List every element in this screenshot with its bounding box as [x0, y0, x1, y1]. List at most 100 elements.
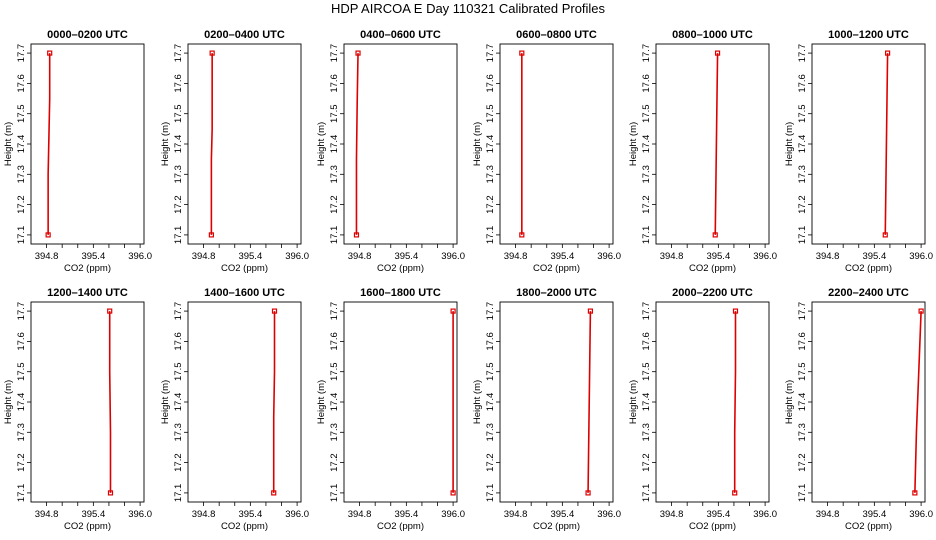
y-tick-label: 17.2: [173, 195, 184, 214]
profile-marker: [355, 50, 361, 56]
panel-title: 0600–0800 UTC: [516, 29, 597, 41]
profile-marker: [45, 232, 51, 238]
y-axis-label: Height (m): [784, 380, 795, 424]
x-axis-label: CO2 (ppm): [533, 521, 580, 532]
profile-line: [108, 311, 112, 493]
y-tick-label: 17.3: [329, 165, 340, 184]
x-tick-label: 394.8: [660, 509, 684, 520]
x-tick-label: 394.8: [816, 509, 840, 520]
y-tick-label: 17.6: [16, 74, 27, 93]
x-axis-label: CO2 (ppm): [845, 521, 892, 532]
y-tick-label: 17.5: [16, 104, 27, 123]
y-tick-label: 17.4: [329, 135, 340, 154]
profile-marker: [587, 308, 594, 314]
x-tick-label: 395.4: [862, 251, 886, 262]
panel-8: 1400–1600 UTC 394.8 395.4 396.0 17.1 17.2 17.3…: [160, 287, 309, 532]
x-tick-label: 394.8: [35, 509, 59, 520]
y-tick-label: 17.6: [16, 332, 27, 351]
x-axis-label: CO2 (ppm): [64, 521, 111, 532]
y-tick-label: 17.5: [641, 362, 652, 381]
y-tick-label: 17.5: [16, 362, 27, 381]
panel-title: 1400–1600 UTC: [204, 287, 285, 299]
profile-marker: [882, 232, 888, 238]
profile-marker: [585, 490, 591, 496]
profile-line: [714, 53, 719, 235]
x-tick-label: 394.8: [504, 509, 528, 520]
y-tick-label: 17.6: [485, 74, 496, 93]
y-tick-label: 17.3: [329, 423, 340, 442]
x-axis-label: CO2 (ppm): [689, 521, 736, 532]
y-tick-label: 17.3: [641, 423, 652, 442]
panel-1: 0000–0200 UTC 394.8 395.4 396.0 17.1 17.2 17.3…: [3, 29, 152, 274]
y-tick-label: 17.7: [797, 302, 808, 321]
x-tick-label: 396.0: [128, 251, 152, 262]
y-tick-label: 17.2: [797, 195, 808, 214]
profile-line: [272, 311, 276, 493]
y-tick-label: 17.6: [641, 74, 652, 93]
y-tick-label: 17.4: [329, 393, 340, 412]
panel-title: 1800–2000 UTC: [516, 287, 597, 299]
y-tick-label: 17.7: [641, 44, 652, 63]
y-tick-label: 17.4: [173, 135, 184, 154]
x-tick-label: 396.0: [441, 509, 465, 520]
profile-marker: [271, 308, 278, 314]
x-tick-label: 394.8: [816, 251, 840, 262]
y-tick-label: 17.6: [329, 74, 340, 93]
x-tick-label: 394.8: [348, 509, 372, 520]
x-tick-label: 396.0: [285, 251, 309, 262]
y-axis-label: Height (m): [472, 122, 483, 166]
profile-line: [914, 311, 922, 493]
plot-frame: [187, 43, 302, 245]
y-tick-label: 17.4: [797, 393, 808, 412]
profile-marker: [353, 232, 360, 238]
panel-12: 2200–2400 UTC 394.8 395.4 396.0 17.1 17.2 17.3…: [784, 287, 933, 532]
y-tick-label: 17.1: [485, 484, 496, 503]
profile-marker: [732, 490, 738, 496]
panel-title: 0400–0600 UTC: [360, 29, 441, 41]
x-tick-label: 395.4: [81, 251, 105, 262]
y-tick-label: 17.4: [173, 393, 184, 412]
y-tick-label: 17.6: [797, 74, 808, 93]
x-axis-label: CO2 (ppm): [377, 521, 424, 532]
plot-frame: [811, 301, 926, 503]
y-tick-label: 17.5: [173, 362, 184, 381]
y-tick-label: 17.3: [797, 165, 808, 184]
y-tick-label: 17.6: [485, 332, 496, 351]
y-tick-label: 17.3: [485, 165, 496, 184]
y-tick-label: 17.2: [641, 195, 652, 214]
y-tick-label: 17.4: [485, 135, 496, 154]
x-tick-label: 396.0: [597, 251, 621, 262]
y-axis-label: Height (m): [472, 380, 483, 424]
profile-marker: [912, 490, 918, 496]
y-tick-label: 17.5: [797, 362, 808, 381]
profile-marker: [450, 308, 456, 314]
y-tick-label: 17.1: [797, 226, 808, 245]
profile-line: [210, 53, 213, 235]
y-tick-label: 17.1: [641, 226, 652, 245]
plot-frame: [499, 43, 614, 245]
x-tick-label: 395.4: [550, 509, 574, 520]
x-tick-label: 396.0: [909, 509, 933, 520]
plot-frame: [343, 43, 458, 245]
x-tick-label: 396.0: [753, 509, 777, 520]
y-axis-label: Height (m): [628, 122, 639, 166]
profile-marker: [714, 50, 721, 56]
y-tick-label: 17.4: [641, 393, 652, 412]
profile-line: [587, 311, 592, 493]
y-tick-label: 17.6: [641, 332, 652, 351]
y-tick-label: 17.7: [485, 44, 496, 63]
y-tick-label: 17.1: [16, 484, 27, 503]
x-tick-label: 394.8: [35, 251, 59, 262]
y-tick-label: 17.7: [16, 44, 27, 63]
y-tick-label: 17.7: [329, 302, 340, 321]
y-tick-label: 17.2: [329, 195, 340, 214]
profile-marker: [47, 50, 53, 56]
panel-4: 0600–0800 UTC 394.8 395.4 396.0 17.1 17.2 17.3…: [472, 29, 621, 274]
x-axis-label: CO2 (ppm): [533, 263, 580, 274]
panel-9: 1600–1800 UTC 394.8 395.4 396.0 17.1 17.2 17.3…: [316, 287, 465, 532]
y-tick-label: 17.6: [797, 332, 808, 351]
panel-title: 1000–1200 UTC: [828, 29, 909, 41]
y-tick-label: 17.4: [16, 135, 27, 154]
plot-frame: [655, 43, 770, 245]
profile-line: [355, 53, 359, 235]
